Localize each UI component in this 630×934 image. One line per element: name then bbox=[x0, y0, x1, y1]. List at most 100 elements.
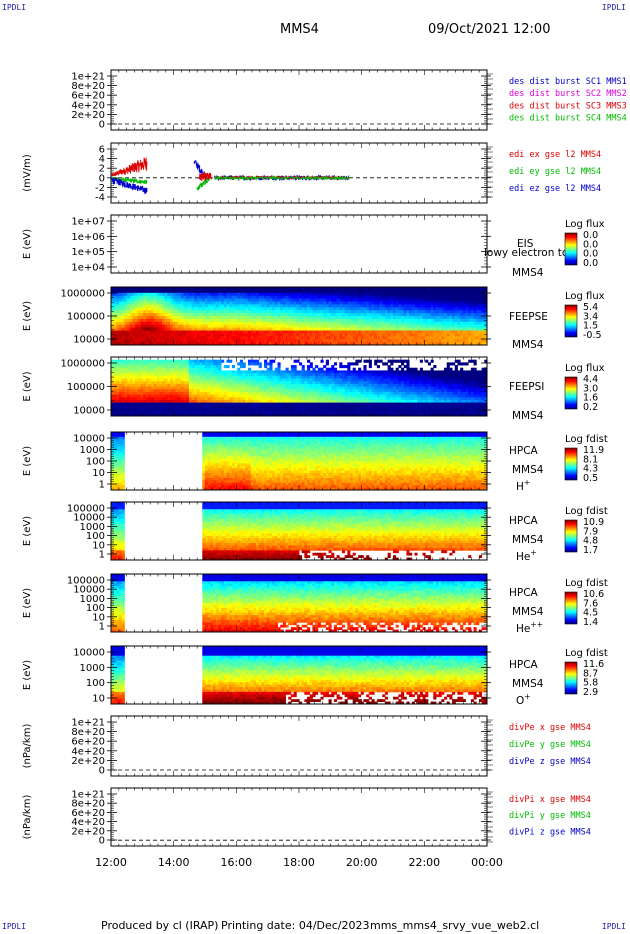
spectrogram-cell bbox=[481, 313, 485, 317]
spectrogram-cell bbox=[368, 321, 372, 326]
spectrogram-cell bbox=[180, 287, 184, 291]
spectrogram-cell bbox=[210, 394, 214, 398]
spectrogram-cell bbox=[269, 304, 273, 308]
spectrogram-cell bbox=[194, 307, 198, 311]
spectrogram-cell bbox=[363, 292, 367, 297]
spectrogram-cell bbox=[124, 333, 128, 337]
spectrogram-cell bbox=[441, 333, 445, 337]
spectrogram-cell bbox=[191, 394, 195, 398]
spectrogram-cell bbox=[315, 301, 319, 305]
spectrogram-cell bbox=[151, 378, 155, 382]
spectrogram-cell bbox=[409, 342, 413, 345]
spectrogram-cell bbox=[135, 324, 139, 328]
spectrogram-cell bbox=[277, 391, 281, 395]
spectrogram-cell bbox=[132, 342, 136, 345]
spectrogram-cell bbox=[162, 413, 166, 416]
spectrogram-cell bbox=[333, 295, 337, 299]
spectrogram-cell bbox=[153, 310, 158, 314]
spectrogram-cell bbox=[188, 394, 192, 398]
spectrogram-cell bbox=[239, 295, 243, 299]
spectrogram-cell bbox=[205, 336, 209, 340]
spectrogram-cell bbox=[476, 295, 480, 299]
spectrogram-cell bbox=[223, 318, 227, 323]
spectrogram-cell bbox=[137, 413, 141, 416]
spectrogram-cell bbox=[401, 298, 405, 302]
spectrogram-cell bbox=[398, 339, 402, 343]
spectrogram-cell bbox=[183, 324, 187, 328]
spectrogram-cell bbox=[454, 318, 458, 323]
spectrogram-cell bbox=[256, 399, 260, 403]
spectrogram-cell bbox=[460, 321, 464, 326]
spectrogram-cell bbox=[116, 375, 120, 379]
spectrogram-cell bbox=[199, 339, 203, 343]
spectrogram-cell bbox=[239, 342, 243, 345]
spectrogram-cell bbox=[266, 386, 270, 390]
spectrogram-cell bbox=[296, 378, 300, 382]
spectrogram-cell bbox=[237, 367, 241, 371]
spectrogram-cell bbox=[143, 367, 147, 371]
spectrogram-cell bbox=[124, 304, 128, 308]
spectrogram-cell bbox=[229, 287, 233, 291]
spectrogram-cell bbox=[153, 295, 158, 299]
spectrogram-cell bbox=[462, 316, 466, 320]
spectrogram-cell bbox=[194, 287, 198, 291]
spectrogram-cell bbox=[269, 301, 273, 305]
spectrogram-cell bbox=[113, 381, 117, 385]
spectrogram-cell bbox=[215, 378, 219, 382]
spectrogram-cell bbox=[175, 389, 179, 393]
spectrogram-cell bbox=[226, 381, 230, 385]
spectrogram-cell bbox=[398, 307, 402, 311]
spectrogram-cell bbox=[296, 333, 300, 337]
spectrogram-cell bbox=[223, 336, 227, 340]
spectrogram-cell bbox=[274, 289, 278, 294]
spectrogram-cell bbox=[129, 394, 133, 398]
spectrogram-cell bbox=[341, 316, 346, 320]
spectrogram-cell bbox=[328, 289, 332, 294]
spectrogram-cell bbox=[202, 373, 206, 377]
y-tick-label: 10000 bbox=[73, 335, 105, 346]
spectrogram-cell bbox=[250, 359, 254, 363]
spectrogram-cell bbox=[205, 359, 209, 363]
spectrogram-cell bbox=[360, 298, 364, 302]
spectrogram-cell bbox=[140, 397, 144, 401]
spectrogram-cell bbox=[293, 405, 297, 409]
spectrogram-cell bbox=[239, 313, 243, 317]
spectrogram-cell bbox=[328, 301, 332, 305]
spectrogram-cell bbox=[280, 391, 284, 395]
spectrogram-cell bbox=[427, 333, 431, 337]
spectrogram-cell bbox=[258, 402, 262, 406]
spectrogram-cell bbox=[403, 292, 407, 297]
spectrogram-cell bbox=[350, 342, 354, 345]
spectrogram-cell bbox=[301, 342, 305, 345]
spectrogram-cell bbox=[151, 410, 155, 414]
spectrogram-cell bbox=[188, 402, 192, 406]
spectrogram-cell bbox=[239, 410, 243, 414]
spectrogram-cell bbox=[178, 391, 182, 395]
spectrogram-cell bbox=[403, 298, 407, 302]
spectrogram-cell bbox=[180, 389, 184, 393]
spectrogram-cell bbox=[229, 336, 233, 340]
spectrogram-cell bbox=[247, 301, 252, 305]
spectrogram-cell bbox=[253, 330, 257, 334]
spectrogram-cell bbox=[282, 394, 286, 398]
spectrogram-cell bbox=[221, 375, 225, 379]
spectrogram-cell bbox=[449, 316, 453, 320]
spectrogram-cell bbox=[419, 295, 423, 299]
spectrogram-cell bbox=[301, 301, 305, 305]
spectrogram-cell bbox=[422, 321, 426, 326]
spectrogram-cell bbox=[323, 292, 327, 297]
spectrogram-cell bbox=[398, 292, 402, 297]
spectrogram-cell bbox=[277, 318, 281, 323]
spectrogram-cell bbox=[239, 389, 243, 393]
spectrogram-cell bbox=[159, 313, 163, 317]
spectrogram-cell bbox=[113, 307, 117, 311]
spectrogram-cell bbox=[164, 318, 168, 323]
spectrogram-cell bbox=[376, 321, 380, 326]
spectrogram-cell bbox=[145, 405, 149, 409]
spectrogram-cell bbox=[336, 298, 340, 302]
colorbar-value: 0.0 bbox=[583, 258, 598, 269]
spectrogram-cell bbox=[186, 287, 190, 291]
spectrogram-cell bbox=[178, 318, 182, 323]
spectrogram-cell bbox=[339, 298, 343, 302]
spectrogram-cell bbox=[132, 304, 136, 308]
